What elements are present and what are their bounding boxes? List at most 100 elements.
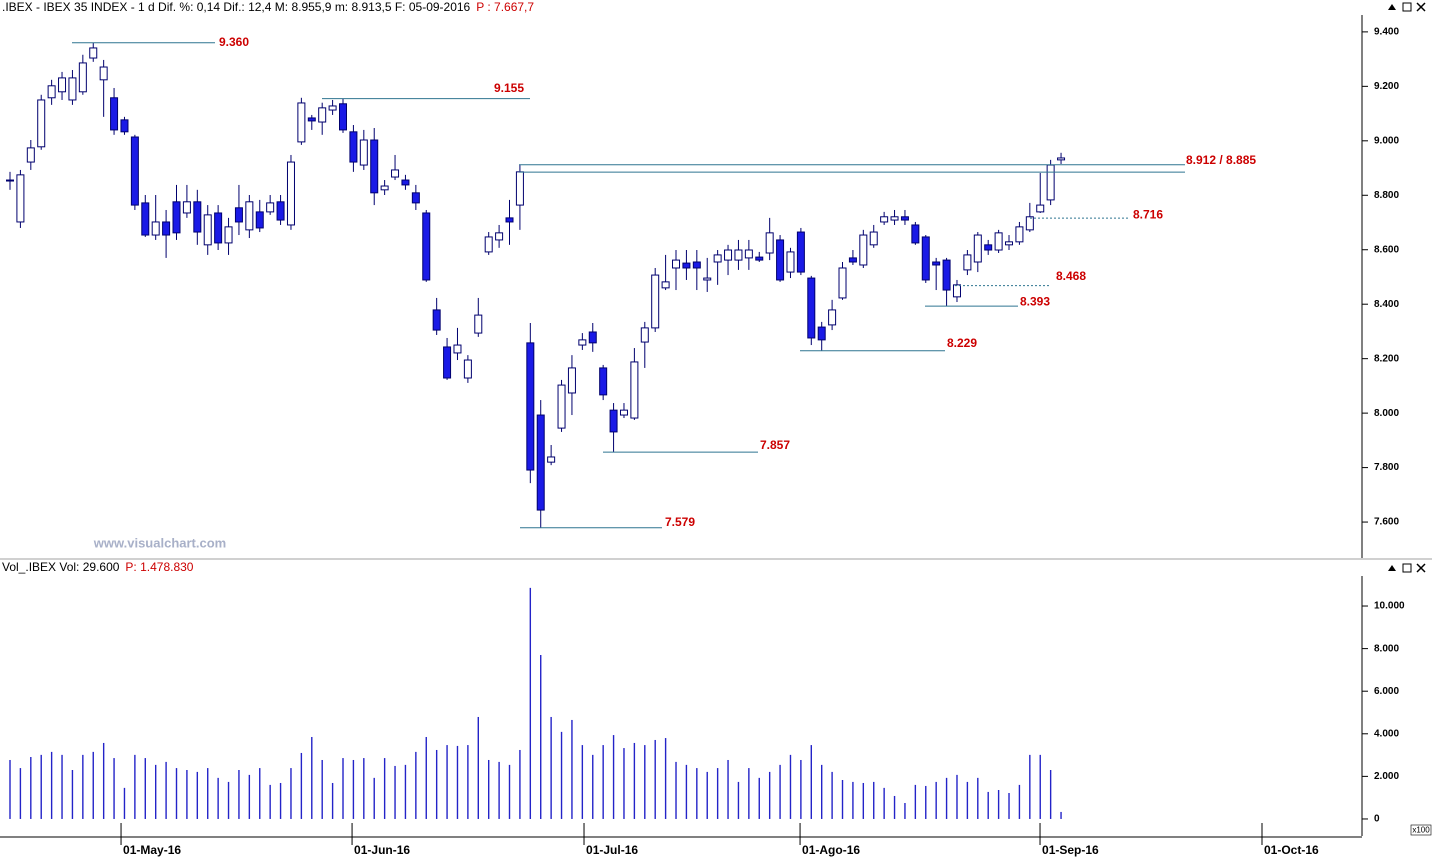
price-info: .IBEX - IBEX 35 INDEX - 1 d Dif. %: 0,14… [2, 0, 471, 14]
maximize-arrow[interactable] [1388, 4, 1396, 10]
candle-body [776, 239, 785, 281]
multiplier: x100 [1412, 826, 1430, 835]
y-tick-label: 8.800 [1374, 190, 1399, 201]
candle-body [900, 216, 909, 221]
candle-body [89, 47, 98, 59]
y-tick-label: 9.000 [1374, 135, 1399, 146]
candle-body [724, 249, 733, 261]
candle-body [880, 216, 889, 223]
candle-body [151, 221, 160, 236]
price-panel: 9.400 9.200 9.000 8.800 8.600 8.400 8.200 8.000… [6, 27, 1399, 529]
y-tick-label: 7.600 [1374, 517, 1399, 528]
candle-body [349, 131, 358, 163]
candle-body [807, 277, 816, 339]
candle-body [1015, 226, 1024, 243]
maximize-arrow[interactable] [1388, 565, 1396, 571]
candle-body [130, 136, 139, 206]
candle-body [588, 331, 597, 344]
restore-button[interactable] [1402, 563, 1412, 573]
candle-body [68, 77, 77, 101]
candle-body [266, 202, 275, 213]
candle-body [651, 274, 660, 329]
volume-info: Vol_.IBEX Vol: 29.600 [2, 560, 120, 574]
candle-body [411, 192, 420, 204]
candle-body [859, 234, 868, 266]
candle-body [952, 284, 961, 298]
annotation-label: 9.360 [219, 35, 249, 49]
candle-body [328, 105, 337, 111]
candle-body [796, 231, 805, 273]
candle-body [869, 231, 878, 246]
close-button[interactable] [1416, 563, 1426, 573]
candle-body [99, 66, 108, 81]
candle-body [484, 236, 493, 253]
candle-body [661, 281, 670, 289]
candle-body [307, 117, 316, 122]
candle-body [172, 201, 181, 234]
candle-body [1025, 216, 1034, 231]
candle-body [16, 174, 25, 223]
candle-body [817, 326, 826, 341]
candle-body [370, 139, 379, 194]
volume-panel: 10.000 8.000 6.000 4.000 2.000 0 01-May-16 01-J… [9, 587, 1405, 857]
price-header: .IBEX - IBEX 35 INDEX - 1 d Dif. %: 0,14… [2, 0, 534, 14]
price-window-controls [1388, 2, 1426, 12]
close-button[interactable] [1416, 2, 1426, 12]
watermark: www.visualchart.com [93, 535, 226, 550]
x-tick-label: 01-Jul-16 [586, 843, 638, 857]
candle-body [848, 257, 857, 263]
candle-body [505, 217, 514, 223]
candle-body [234, 207, 243, 223]
candle-body [495, 232, 504, 241]
candle-body [640, 327, 649, 343]
candle-body [547, 456, 556, 463]
y-tick-label: 9.200 [1374, 81, 1399, 92]
candle-body [515, 171, 524, 206]
y-tick-label: 10.000 [1374, 601, 1405, 612]
candle-body [141, 202, 150, 236]
candle-body [921, 236, 930, 281]
candle-body [932, 261, 941, 266]
x-tick-label: 01-Jun-16 [354, 843, 410, 857]
x-tick-label: 01-Ago-16 [802, 843, 860, 857]
candle-body [453, 344, 462, 354]
candle-body [1057, 157, 1066, 161]
x-tick-label: 01-Oct-16 [1264, 843, 1319, 857]
candle-body [474, 314, 483, 334]
candle-body [973, 234, 982, 263]
candle-body [713, 254, 722, 263]
y-tick-label: 9.400 [1374, 27, 1399, 38]
candle-body [422, 212, 431, 281]
candle-body [744, 249, 753, 259]
candle-body [359, 139, 368, 166]
candle-body [942, 259, 951, 291]
annotation-label: 8.912 / 8.885 [1186, 153, 1256, 167]
candle-body [890, 216, 899, 221]
restore-button[interactable] [1402, 2, 1412, 12]
candle-body [963, 254, 972, 271]
volume-window-controls [1388, 563, 1426, 573]
candle-body [37, 99, 46, 148]
candle-body [703, 277, 712, 281]
y-tick-label: 6.000 [1374, 686, 1399, 697]
candle-body [463, 359, 472, 379]
multiplier-box [1410, 824, 1432, 836]
volume-header: Vol_.IBEX Vol: 29.600 P: 1.478.830 [2, 560, 194, 574]
candle-body [78, 62, 87, 93]
y-tick-label: 4.000 [1374, 728, 1399, 739]
y-tick-label: 7.800 [1374, 462, 1399, 473]
y-tick-label: 8.200 [1374, 353, 1399, 364]
candle-body [734, 249, 743, 261]
candle-body [339, 103, 348, 131]
candle-body [682, 262, 691, 269]
candle-body [391, 169, 400, 178]
y-tick-label: 8.000 [1374, 408, 1399, 419]
candle-body [203, 214, 212, 246]
candle-body [692, 261, 701, 269]
annotation-label: 8.229 [947, 336, 977, 350]
candle-body [599, 367, 608, 396]
candle-body [755, 256, 764, 261]
candle-body [110, 97, 119, 131]
